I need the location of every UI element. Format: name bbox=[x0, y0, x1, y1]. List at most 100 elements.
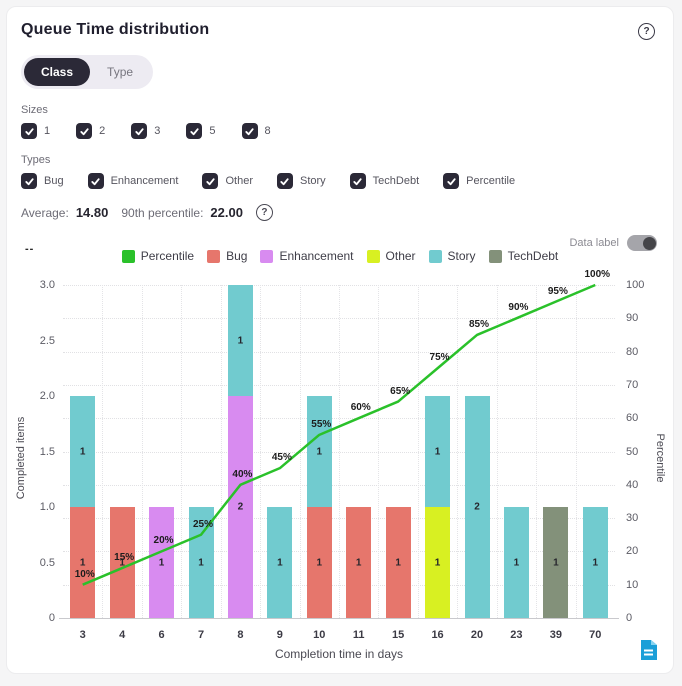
toggle-option-type[interactable]: Type bbox=[90, 58, 150, 86]
percentile-point-label: 85% bbox=[468, 318, 490, 330]
bar-data-label: 1 bbox=[434, 557, 441, 568]
bar-segment-story-day16[interactable] bbox=[425, 396, 451, 507]
bar-segment-bug-day15[interactable] bbox=[385, 507, 411, 618]
legend-item-bug[interactable]: Bug bbox=[207, 249, 247, 263]
report-document-icon[interactable] bbox=[640, 640, 657, 665]
bar-data-label: 1 bbox=[316, 557, 323, 568]
right-axis-tick: 50 bbox=[626, 445, 639, 458]
checkbox-size-2[interactable]: 2 bbox=[76, 123, 105, 139]
checkbox-size-1[interactable]: 1 bbox=[21, 123, 50, 139]
legend-swatch-icon bbox=[428, 249, 442, 263]
bar-segment-bug-day3[interactable] bbox=[70, 507, 96, 618]
percentile-point-label: 100% bbox=[584, 269, 611, 280]
legend-item-other[interactable]: Other bbox=[366, 249, 416, 263]
bar-segment-techdebt-day39[interactable] bbox=[543, 507, 569, 618]
checkbox-checked-icon bbox=[349, 173, 366, 189]
bar-segment-story-day9[interactable] bbox=[267, 507, 293, 618]
bar-segment-story-day8[interactable] bbox=[227, 285, 253, 396]
percentile-point-label: 45% bbox=[271, 452, 292, 464]
p90-value: 22.00 bbox=[210, 205, 243, 220]
toggle-option-class[interactable]: Class bbox=[24, 58, 91, 86]
checkbox-label: Percentile bbox=[466, 175, 516, 187]
bar-data-label: 1 bbox=[119, 557, 125, 568]
percentile-point-label: 55% bbox=[311, 418, 332, 430]
sizes-label: Sizes bbox=[21, 104, 48, 116]
bar-segment-bug-day11[interactable] bbox=[346, 507, 372, 618]
gridline-vertical bbox=[417, 285, 419, 618]
gridline-vertical bbox=[260, 285, 262, 618]
bar-segment-story-day10[interactable] bbox=[306, 396, 332, 507]
stats-help-icon[interactable]: ? bbox=[255, 204, 273, 221]
x-axis-tick-day10: 10 bbox=[313, 629, 326, 641]
percentile-point-label: 95% bbox=[547, 285, 568, 297]
checkbox-type-enhancement[interactable]: Enhancement bbox=[87, 173, 178, 189]
gridline-vertical bbox=[220, 285, 222, 618]
legend-item-story[interactable]: Story bbox=[428, 249, 476, 263]
bar-data-label: 1 bbox=[158, 557, 165, 568]
legend-label: Enhancement bbox=[279, 249, 354, 263]
checkbox-type-bug[interactable]: Bug bbox=[21, 173, 64, 189]
percentile-point-label: 20% bbox=[153, 535, 174, 547]
bar-segment-enhancement-day6[interactable] bbox=[149, 507, 175, 618]
types-label: Types bbox=[21, 154, 51, 166]
x-axis-tick-day70: 70 bbox=[589, 629, 602, 641]
queue-time-card: Queue Time distribution ? Class Type Size… bbox=[6, 6, 674, 674]
x-axis-tick-day7: 7 bbox=[197, 629, 205, 641]
chart-toolbar: -- Percentile Bug Enhancement Other Story Tec… bbox=[21, 235, 659, 267]
data-label-toggle[interactable] bbox=[627, 235, 657, 251]
left-axis-title: Completed items bbox=[15, 416, 27, 499]
bar-data-label: 1 bbox=[277, 557, 283, 568]
gridline-vertical bbox=[457, 285, 459, 618]
legend-item-percentile[interactable]: Percentile bbox=[121, 249, 194, 263]
bar-segment-bug-day4[interactable] bbox=[109, 507, 135, 618]
checkbox-size-5[interactable]: 5 bbox=[186, 123, 216, 139]
collapsed-label: -- bbox=[25, 243, 35, 255]
right-axis-tick: 10 bbox=[626, 578, 639, 591]
percentile-point-label: 40% bbox=[232, 468, 253, 480]
x-axis-tick-day20: 20 bbox=[470, 629, 484, 641]
right-axis-tick: 20 bbox=[626, 545, 639, 558]
bar-segment-story-day20[interactable] bbox=[464, 396, 490, 618]
checkbox-label: 5 bbox=[209, 125, 216, 137]
percentile-polyline bbox=[82, 283, 596, 586]
gridline-vertical bbox=[102, 285, 104, 618]
left-axis-tick: 0.5 bbox=[39, 556, 55, 569]
checkbox-type-percentile[interactable]: Percentile bbox=[443, 173, 515, 189]
legend-item-techdebt[interactable]: TechDebt bbox=[488, 249, 558, 263]
x-axis-tick-day16: 16 bbox=[431, 629, 444, 641]
left-axis-tick: 3.0 bbox=[39, 279, 55, 291]
bar-segment-bug-day10[interactable] bbox=[306, 507, 332, 618]
checkbox-checked-icon bbox=[276, 173, 293, 189]
percentile-point-label: 15% bbox=[114, 552, 135, 564]
checkbox-type-other[interactable]: Other bbox=[202, 173, 253, 189]
bar-segment-story-day23[interactable] bbox=[503, 507, 529, 618]
bar-segment-other-day16[interactable] bbox=[425, 507, 451, 618]
checkbox-checked-icon bbox=[21, 123, 37, 139]
checkbox-checked-icon bbox=[186, 123, 203, 139]
bar-segment-story-day70[interactable] bbox=[582, 507, 608, 618]
sizes-checkbox-group: 1 2 3 5 8 bbox=[21, 123, 659, 139]
right-axis-title: Percentile bbox=[654, 433, 666, 482]
bar-segment-enhancement-day8[interactable] bbox=[227, 396, 253, 618]
checkbox-label: 3 bbox=[154, 125, 161, 137]
legend-swatch-icon bbox=[207, 249, 221, 263]
x-axis-tick-day6: 6 bbox=[158, 629, 165, 641]
types-checkbox-group: Bug Enhancement Other Story TechDebt Percenti… bbox=[21, 173, 659, 189]
bar-data-label: 2 bbox=[237, 501, 244, 513]
percentile-point-label: 65% bbox=[390, 385, 411, 397]
gridline-vertical bbox=[575, 285, 577, 618]
legend-item-enhancement[interactable]: Enhancement bbox=[260, 249, 354, 263]
checkbox-type-techdebt[interactable]: TechDebt bbox=[349, 173, 419, 189]
stats-row: Average: 14.80 90th percentile: 22.00 ? bbox=[21, 204, 659, 221]
checkbox-type-story[interactable]: Story bbox=[276, 173, 326, 189]
percentile-point-label: 60% bbox=[350, 402, 371, 414]
chart-canvas: 0 10 20 30 40 50 60 70 80 90 100 0 0.5 1.0 1.5 2.0 2.5 3.… bbox=[15, 269, 666, 669]
help-icon[interactable]: ? bbox=[638, 23, 655, 40]
right-axis-tick: 30 bbox=[626, 512, 639, 525]
checkbox-size-8[interactable]: 8 bbox=[241, 123, 271, 139]
bar-segment-story-day3[interactable] bbox=[70, 396, 96, 507]
checkbox-checked-icon bbox=[87, 173, 104, 189]
x-axis-tick-day4: 4 bbox=[119, 629, 126, 641]
checkbox-size-3[interactable]: 3 bbox=[131, 123, 160, 139]
percentile-point-label: 75% bbox=[429, 352, 450, 364]
